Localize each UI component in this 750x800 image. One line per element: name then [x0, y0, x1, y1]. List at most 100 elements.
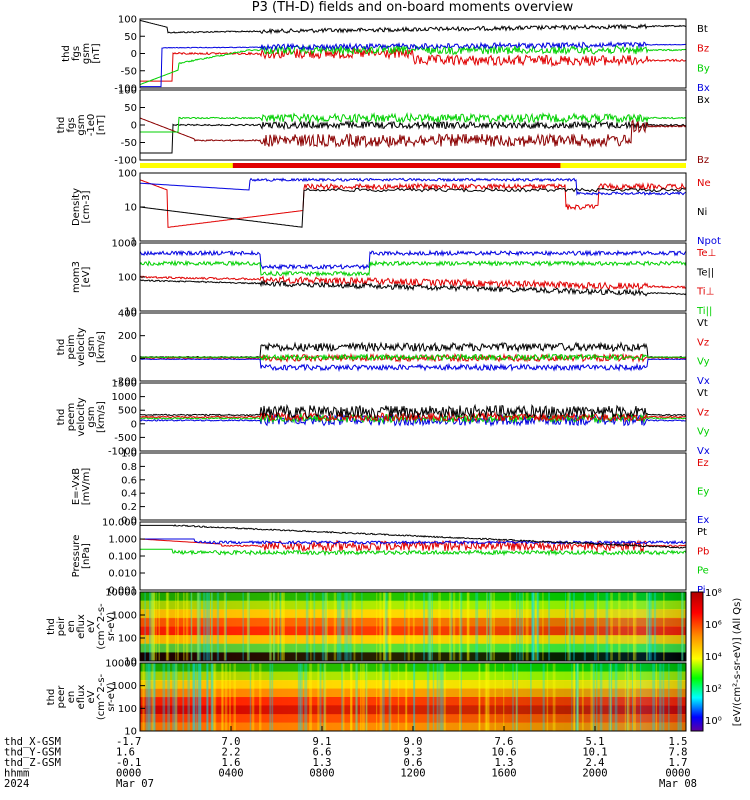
- xaxis-value: 0800: [309, 768, 334, 780]
- legend-Bx: Bx: [697, 83, 710, 94]
- legend-Vy: Vy: [697, 427, 710, 438]
- legend-Ey: Ey: [697, 487, 709, 498]
- ytick-label: 0.001: [108, 586, 137, 597]
- ylabel-line: velocity: [76, 327, 87, 366]
- ylabel-line: peim: [66, 334, 77, 359]
- series-bx: [140, 40, 686, 88]
- panel-frame-7: [139, 521, 687, 591]
- xaxis-value: 1.3: [313, 757, 332, 769]
- series-pb: [139, 538, 687, 553]
- xaxis-value: 9.3: [404, 747, 423, 759]
- ytick-label: 10000: [105, 588, 137, 599]
- ytick-label: 0.010: [108, 569, 137, 580]
- legend-Te||: Te||: [696, 267, 714, 278]
- ylabel-line: thd: [56, 339, 67, 356]
- xaxis-value: 1600: [491, 768, 516, 780]
- ylabel-line: eflux: [76, 614, 87, 639]
- ylabel-line: [nT]: [96, 115, 107, 135]
- ytick-label: 10: [124, 727, 137, 738]
- ytick-label: 1000: [112, 392, 137, 403]
- panel-frame-4: [139, 312, 687, 382]
- ytick-label: 100: [118, 634, 137, 645]
- xaxis-row-label: thd_Z-GSM: [4, 757, 61, 769]
- ylabel-line: thd: [56, 409, 67, 426]
- ylabel-line: sr-eV): [106, 612, 117, 641]
- ytick-label: 50: [124, 32, 137, 43]
- ytick-label: 1500: [112, 379, 137, 390]
- series-vx-e: [139, 413, 687, 427]
- ytick-label: 0.100: [108, 552, 137, 563]
- legend-Bt: Bt: [697, 24, 708, 35]
- ylabel-line: gsm: [86, 406, 97, 427]
- panel-frame-2: [139, 172, 687, 242]
- xaxis-value: 6.6: [313, 747, 332, 759]
- legend-Vx: Vx: [697, 446, 710, 457]
- xaxis-value: 9.0: [404, 736, 423, 748]
- series-vx: [139, 358, 687, 373]
- ytick-label: 1.000: [108, 535, 137, 546]
- series-vy: [139, 352, 687, 362]
- series-pe: [140, 548, 687, 557]
- ytick-label: 0: [131, 121, 137, 132]
- panel-frame-8: [139, 591, 687, 662]
- xaxis-value: Mar 08: [659, 778, 697, 790]
- legend-Ne: Ne: [697, 178, 711, 189]
- colorbar-tick: 10⁶: [705, 620, 722, 631]
- ytick-label: -50: [121, 138, 137, 149]
- ytick-label: 0.2: [121, 502, 137, 513]
- ylabel-line: thd: [56, 117, 67, 134]
- series-npot: [139, 177, 687, 196]
- ylabel-line: gsm: [76, 114, 87, 135]
- ylabel-line: thd: [46, 689, 57, 706]
- ylabel-line: thd: [46, 618, 57, 635]
- xaxis-row-label: thd_Y-GSM: [4, 747, 61, 759]
- ylabel-line: -1e0: [86, 114, 97, 137]
- ylabel-line: (cm^2-s-: [96, 673, 107, 720]
- series-ne: [139, 179, 687, 228]
- xaxis-value: 0400: [218, 768, 243, 780]
- xaxis-value: 10.1: [582, 747, 607, 759]
- ylabel-line: eflux: [76, 685, 87, 710]
- series-ni: [139, 187, 687, 228]
- ylabel-line: [eV]: [81, 267, 92, 288]
- series-ti-par: [139, 259, 687, 278]
- ytick-label: 10000: [105, 659, 137, 670]
- series-bz-2: [139, 117, 687, 149]
- ytick-label: 500: [118, 406, 137, 417]
- ylabel-line: [nT]: [91, 43, 102, 63]
- ylabel-line: E=-VxB: [71, 468, 82, 505]
- series-pt: [140, 524, 687, 549]
- ytick-label: 1000: [112, 611, 137, 622]
- page-title: P3 (TH-D) fields and on-board moments ov…: [251, 0, 574, 15]
- ytick-label: 0: [131, 49, 137, 60]
- series-pi: [140, 538, 687, 545]
- legend-Vy: Vy: [697, 357, 710, 368]
- ytick-label: 200: [118, 331, 137, 342]
- ylabel-line: [nPa]: [81, 543, 92, 569]
- legend-Ni: Ni: [697, 207, 707, 218]
- ytick-label: -200: [114, 377, 137, 388]
- series-by-2: [140, 111, 687, 133]
- xaxis-value: 7.0: [222, 736, 241, 748]
- legend-Npot: Npot: [697, 236, 721, 247]
- ytick-label: 0.6: [121, 475, 137, 486]
- xaxis-value: 2.4: [586, 757, 605, 769]
- ylabel-line: en: [66, 691, 77, 704]
- legend-Ti||: Ti||: [696, 306, 712, 317]
- ytick-label: 10: [124, 203, 137, 214]
- ytick-label: 1000: [112, 681, 137, 692]
- legend-Ez: Ez: [697, 458, 709, 469]
- xaxis-row-label: 2024: [4, 778, 29, 790]
- series-bx-2: [140, 119, 687, 154]
- xaxis-value: 7.8: [669, 747, 688, 759]
- ytick-label: -100: [114, 84, 137, 95]
- xaxis-value: 5.1: [586, 736, 605, 748]
- ylabel-line: [cm-3]: [81, 190, 92, 223]
- ytick-label: 100: [118, 273, 137, 284]
- ylabel-line: en: [66, 620, 77, 633]
- colorbar-tick: 10⁴: [705, 652, 722, 663]
- ytick-label: 1: [131, 237, 137, 248]
- ylabel-line: thd: [61, 45, 72, 62]
- ylabel-line: peir: [56, 616, 67, 636]
